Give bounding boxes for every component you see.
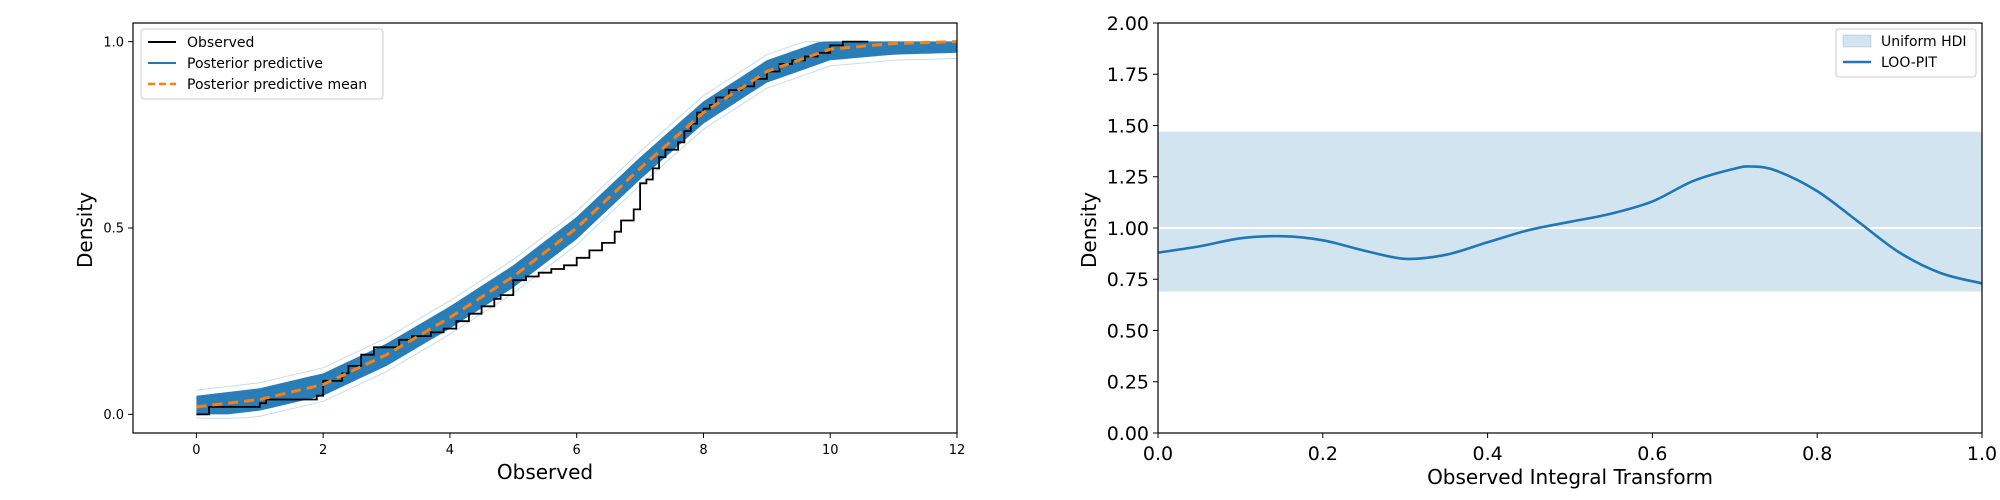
legend-observed-label: Observed: [187, 35, 254, 51]
loo-pit-y-tick-label: 1.75: [1107, 64, 1149, 86]
legend-uniform-hdi-label: Uniform HDI: [1881, 34, 1967, 50]
ppc-legend-box: [140, 28, 384, 100]
ppc-x-tick-label: 8: [699, 443, 707, 458]
ppc-y-tick-label: 0.0: [103, 408, 124, 423]
ppc-x-tick-label: 0: [192, 443, 200, 458]
loo-pit-y-tick-label: 0.25: [1107, 372, 1149, 394]
posterior-predictive-draw: [196, 57, 958, 419]
ppc-x-tick-label: 6: [573, 443, 581, 458]
legend-posterior-mean-label: Posterior predictive mean: [187, 77, 367, 93]
ppc-chart: 0 2 4 6 8 10 12 0.0 0.5 1.0 Observed Density Obse…: [73, 22, 965, 484]
legend-posterior-predictive-label: Posterior predictive: [187, 56, 323, 72]
loo-pit-y-tick-label: 2.00: [1107, 13, 1149, 35]
loo-pit-chart: 0.0 0.2 0.4 0.6 0.8 1.0 0.00 0.25 0.50 0.75 1.00 1.…: [1077, 13, 1997, 489]
ppc-y-tick-label: 0.5: [103, 222, 124, 237]
loo-pit-x-tick-label: 1.0: [1967, 443, 1997, 465]
ppc-x-axis-label: Observed: [497, 460, 593, 484]
loo-pit-x-tick-label: 0.8: [1802, 443, 1832, 465]
ppc-ticks: 0 2 4 6 8 10 12 0.0 0.5 1.0: [103, 35, 965, 458]
loo-pit-plot-area: [1157, 131, 1983, 292]
loo-pit-line: [1157, 165, 1983, 285]
legend-loo-pit-label: LOO-PIT: [1881, 55, 1937, 71]
loo-pit-x-axis-label: Observed Integral Transform: [1427, 465, 1713, 489]
loo-pit-y-tick-label: 1.25: [1107, 167, 1149, 189]
ppc-x-tick-label: 2: [319, 443, 327, 458]
loo-pit-y-tick-label: 0.00: [1107, 423, 1149, 445]
loo-pit-y-axis-label: Density: [1077, 192, 1101, 268]
ppc-x-tick-label: 12: [949, 443, 966, 458]
loo-pit-ticks: 0.0 0.2 0.4 0.6 0.8 1.0 0.00 0.25 0.50 0.75 1.00 1.…: [1107, 13, 1997, 465]
loo-pit-x-tick-label: 0.2: [1308, 443, 1338, 465]
posterior-predictive-draw: [196, 41, 957, 391]
ppc-x-tick-label: 10: [822, 443, 839, 458]
loo-pit-x-tick-label: 0.4: [1472, 443, 1502, 465]
loo-pit-x-tick-label: 0.6: [1637, 443, 1667, 465]
legend-uniform-hdi-swatch: [1842, 34, 1872, 48]
ppc-x-tick-label: 4: [446, 443, 454, 458]
loo-pit-x-tick-label: 0.0: [1143, 443, 1173, 465]
posterior-predictive-draw: [196, 41, 957, 399]
posterior-predictive-band: [196, 41, 957, 415]
ppc-legend: Observed Posterior predictive Posterior …: [140, 28, 384, 100]
loo-pit-y-tick-label: 0.75: [1107, 269, 1149, 291]
loo-pit-y-tick-label: 0.50: [1107, 320, 1149, 342]
loo-pit-y-tick-label: 1.50: [1107, 115, 1149, 137]
uniform-hdi-band: [1158, 131, 1982, 292]
ppc-y-axis-label: Density: [73, 192, 97, 268]
loo-pit-y-tick-label: 1.00: [1107, 218, 1149, 240]
loo-pit-legend: Uniform HDI LOO-PIT: [1835, 28, 1977, 78]
ppc-y-tick-label: 1.0: [103, 35, 124, 50]
posterior-predictive-mean-line: [196, 40, 958, 409]
ppc-plot-area: [196, 40, 958, 419]
loo-pit-legend-box: [1835, 28, 1977, 78]
